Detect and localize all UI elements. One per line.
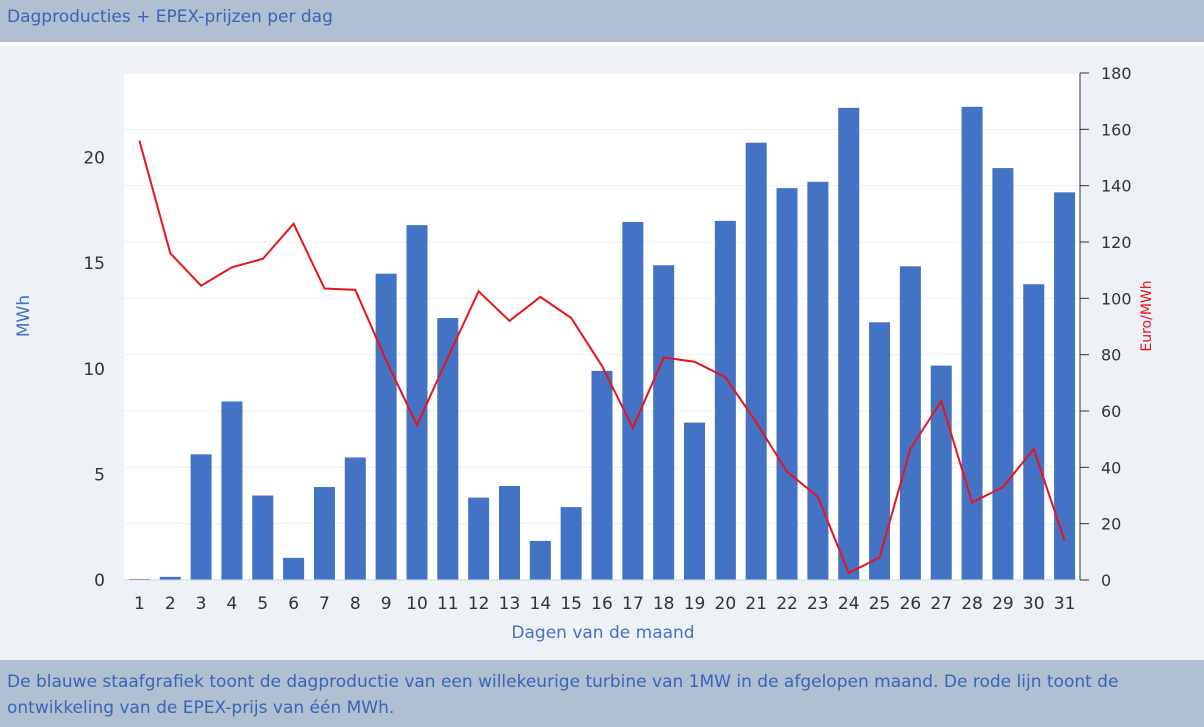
x-tick-label: 8 [350, 594, 361, 614]
y2-tick-label: 160 [1101, 120, 1132, 139]
y2-axis-label: Euro/MWh [1139, 280, 1155, 351]
x-tick-label: 4 [227, 594, 238, 614]
bar [529, 540, 551, 580]
x-tick-label: 10 [406, 594, 428, 614]
x-tick-label: 29 [992, 594, 1014, 614]
bar [992, 168, 1014, 580]
y2-tick-label: 120 [1101, 233, 1132, 252]
x-tick-label: 18 [653, 594, 675, 614]
bar [653, 265, 675, 580]
y-tick-label: 0 [94, 571, 105, 591]
x-tick-label: 12 [468, 594, 490, 614]
x-tick-label: 31 [1054, 594, 1076, 614]
x-tick-label: 25 [869, 594, 891, 614]
bar [1023, 284, 1045, 580]
y2-tick-label: 100 [1101, 289, 1132, 308]
y-tick-label: 10 [83, 360, 105, 380]
bar [807, 181, 829, 580]
bar [159, 576, 181, 580]
y2-axis-ticks: 0 20 40 60 80 100 120 140 160 180 [1080, 64, 1132, 590]
y2-tick-label: 20 [1101, 515, 1121, 534]
bar [190, 454, 212, 580]
bar [961, 106, 983, 581]
y2-tick-label: 140 [1101, 177, 1132, 196]
x-tick-label: 13 [499, 594, 521, 614]
y2-tick-label: 180 [1101, 64, 1132, 83]
x-tick-label: 6 [288, 594, 299, 614]
y-axis-ticks: 0 5 10 15 20 [83, 149, 105, 592]
x-axis-label: Dagen van de maand [511, 623, 694, 643]
x-tick-label: 5 [257, 594, 268, 614]
x-tick-label: 1 [134, 594, 145, 614]
bar [869, 322, 891, 580]
bar [560, 507, 582, 580]
y-tick-label: 20 [83, 149, 105, 169]
x-tick-label: 9 [381, 594, 392, 614]
bar [930, 365, 952, 580]
x-tick-label: 24 [838, 594, 860, 614]
bar [591, 370, 613, 580]
x-tick-label: 27 [930, 594, 952, 614]
x-tick-label: 30 [1023, 594, 1045, 614]
bar [252, 495, 274, 580]
y-tick-label: 15 [83, 254, 105, 274]
chart-title: Dagproducties + EPEX-prijzen per dag [0, 0, 1204, 42]
y2-tick-label: 80 [1101, 346, 1121, 365]
bar [313, 487, 335, 580]
x-tick-label: 15 [560, 594, 582, 614]
divider [0, 42, 1204, 46]
chart-description: De blauwe staafgrafiek toont de dagprodu… [0, 660, 1204, 727]
bar [406, 225, 428, 580]
bar [344, 457, 366, 580]
bar [375, 273, 397, 580]
x-tick-label: 23 [807, 594, 829, 614]
bar [1054, 192, 1076, 580]
y-tick-label: 5 [94, 465, 105, 485]
bar [622, 221, 644, 580]
price-line [138, 140, 1066, 575]
bar [128, 578, 150, 580]
bar [221, 401, 243, 580]
x-tick-label: 14 [530, 594, 552, 614]
y2-tick-label: 60 [1101, 402, 1121, 421]
x-tick-label: 22 [776, 594, 798, 614]
x-tick-label: 16 [591, 594, 613, 614]
bar [498, 485, 520, 580]
bar [468, 497, 490, 580]
bar [838, 107, 860, 580]
x-axis-ticks: 1 2 3 4 5 6 7 8 9 10 11 12 13 14 15 16 17 18 19 20 21 22 23 24 2… [134, 594, 1075, 614]
bar [745, 142, 767, 580]
x-tick-label: 2 [165, 594, 176, 614]
bar [437, 318, 459, 580]
x-tick-label: 11 [437, 594, 459, 614]
x-tick-label: 7 [319, 594, 330, 614]
x-tick-label: 3 [196, 594, 207, 614]
bar [776, 188, 798, 580]
x-tick-label: 19 [684, 594, 706, 614]
x-tick-label: 17 [622, 594, 644, 614]
y-axis-label: MWh [14, 295, 34, 337]
x-tick-label: 20 [715, 594, 737, 614]
bar [899, 266, 921, 580]
x-tick-label: 21 [745, 594, 767, 614]
bar [684, 422, 706, 580]
bar [283, 557, 305, 580]
y2-tick-label: 0 [1101, 571, 1111, 590]
bar [714, 220, 736, 580]
x-tick-label: 28 [961, 594, 983, 614]
x-tick-label: 26 [900, 594, 922, 614]
y2-tick-label: 40 [1101, 458, 1121, 477]
